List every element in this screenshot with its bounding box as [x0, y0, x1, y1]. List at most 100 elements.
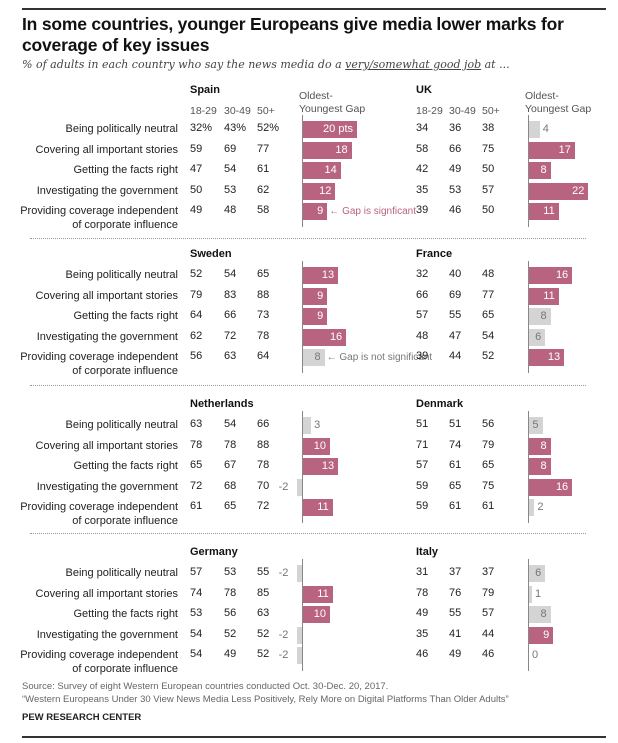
value-cell: 56 — [224, 607, 237, 619]
gap-bar — [529, 565, 546, 582]
gap-bar — [303, 438, 330, 455]
gap-bar — [529, 586, 532, 603]
row-label: Covering all important stories — [36, 439, 178, 453]
gap-bar-label: 8 — [540, 164, 547, 176]
row-label-line: of corporate influence — [72, 515, 178, 527]
gap-bar — [303, 121, 357, 138]
row-label-line: Providing coverage independent — [20, 351, 178, 363]
gap-bar-label: 9 — [317, 310, 324, 322]
value-cell: 85 — [257, 587, 270, 599]
gap-bar-label: -2 — [278, 481, 289, 493]
value-cell: 57 — [416, 459, 429, 471]
value-cell: 74 — [449, 439, 462, 451]
value-cell: 55 — [257, 566, 270, 578]
row-label: Investigating the government — [37, 480, 178, 494]
gap-bar — [303, 267, 339, 284]
gap-bar-label: 0 — [532, 649, 539, 661]
value-cell: 74 — [190, 587, 203, 599]
row-label-line: Investigating the government — [36, 629, 178, 641]
gap-header: Oldest- Youngest Gap — [299, 90, 365, 116]
value-cell: 61 — [449, 500, 462, 512]
row-label: Being politically neutral — [65, 566, 178, 580]
value-cell: 53 — [224, 184, 237, 196]
gap-bar — [303, 606, 330, 623]
value-cell: 61 — [449, 459, 462, 471]
gap-bar-label: 16 — [555, 269, 569, 281]
value-cell: 55 — [449, 309, 462, 321]
row-label: Getting the facts right — [73, 607, 178, 621]
source-note: Source: Survey of eight Western European… — [22, 681, 389, 692]
value-cell: 32 — [416, 268, 429, 280]
value-cell: 50 — [482, 163, 495, 175]
brand-label: PEW RESEARCH CENTER — [22, 712, 142, 723]
value-cell: 52% — [257, 122, 280, 134]
gap-header-line: Oldest- — [299, 90, 333, 102]
zero-axis — [528, 559, 529, 671]
value-cell: 48 — [482, 268, 495, 280]
gap-bar — [529, 329, 546, 346]
row-label-line: Being politically neutral — [65, 419, 178, 431]
value-cell: 52 — [257, 628, 270, 640]
row-label: Covering all important stories — [36, 587, 178, 601]
value-cell: 65 — [224, 500, 237, 512]
value-cell: 61 — [482, 500, 495, 512]
value-cell: 65 — [449, 480, 462, 492]
zero-axis — [528, 411, 529, 523]
country-name-germany: Germany — [190, 546, 238, 558]
gap-bar — [529, 458, 551, 475]
value-cell: 51 — [416, 418, 429, 430]
value-cell: 48 — [416, 330, 429, 342]
subtitle-text-end: at ... — [481, 58, 510, 71]
value-cell: 54 — [190, 648, 203, 660]
gap-bar-label: 12 — [319, 185, 332, 197]
value-cell: 69 — [449, 289, 462, 301]
value-cell: 65 — [257, 268, 270, 280]
row-label-line: Providing coverage independent — [20, 501, 178, 513]
gap-bar — [303, 586, 333, 603]
gap-bar-label: 6 — [535, 331, 542, 343]
gap-bar — [303, 458, 339, 475]
gap-bar-label: 8 — [540, 310, 547, 322]
gap-bar — [529, 183, 589, 200]
zero-axis — [302, 559, 303, 671]
row-label: Providing coverage independent of corpora… — [20, 350, 178, 378]
value-cell: 55 — [449, 607, 462, 619]
zero-axis — [528, 261, 529, 373]
value-cell: 43% — [224, 122, 247, 134]
value-cell: 70 — [257, 480, 270, 492]
value-cell: 56 — [482, 418, 495, 430]
value-cell: 57 — [416, 309, 429, 321]
value-cell: 79 — [190, 289, 203, 301]
row-label: Investigating the government — [37, 628, 178, 642]
value-cell: 75 — [482, 143, 495, 155]
gap-bar — [529, 142, 575, 159]
row-label: Investigating the government — [37, 184, 178, 198]
gap-bar-label: -2 — [278, 567, 289, 579]
row-label: Getting the facts right — [73, 309, 178, 323]
gap-bar-label: 9 — [543, 629, 550, 641]
gap-bar-label: -2 — [278, 629, 289, 641]
gap-header-line: Youngest Gap — [299, 103, 366, 115]
gap-bar — [529, 499, 535, 516]
value-cell: 49 — [224, 648, 237, 660]
gap-bar — [303, 142, 352, 159]
row-label-line: Getting the facts right — [73, 164, 178, 176]
gap-bar — [529, 162, 551, 179]
value-cell: 77 — [482, 289, 495, 301]
value-cell: 35 — [416, 628, 429, 640]
value-cell: 78 — [190, 439, 203, 451]
value-cell: 58 — [416, 143, 429, 155]
value-cell: 40 — [449, 268, 462, 280]
row-label-line: Providing coverage independent — [20, 649, 178, 661]
value-cell: 52 — [224, 628, 237, 640]
gap-bar — [296, 479, 302, 496]
gap-bar-label: 8 — [314, 351, 321, 363]
value-cell: 76 — [449, 587, 462, 599]
row-label-line: Covering all important stories — [35, 588, 178, 600]
gap-bar — [529, 267, 573, 284]
value-cell: 77 — [257, 143, 270, 155]
gap-bar — [529, 349, 565, 366]
value-cell: 88 — [257, 439, 270, 451]
gap-bar — [529, 308, 551, 325]
value-cell: 59 — [416, 480, 429, 492]
